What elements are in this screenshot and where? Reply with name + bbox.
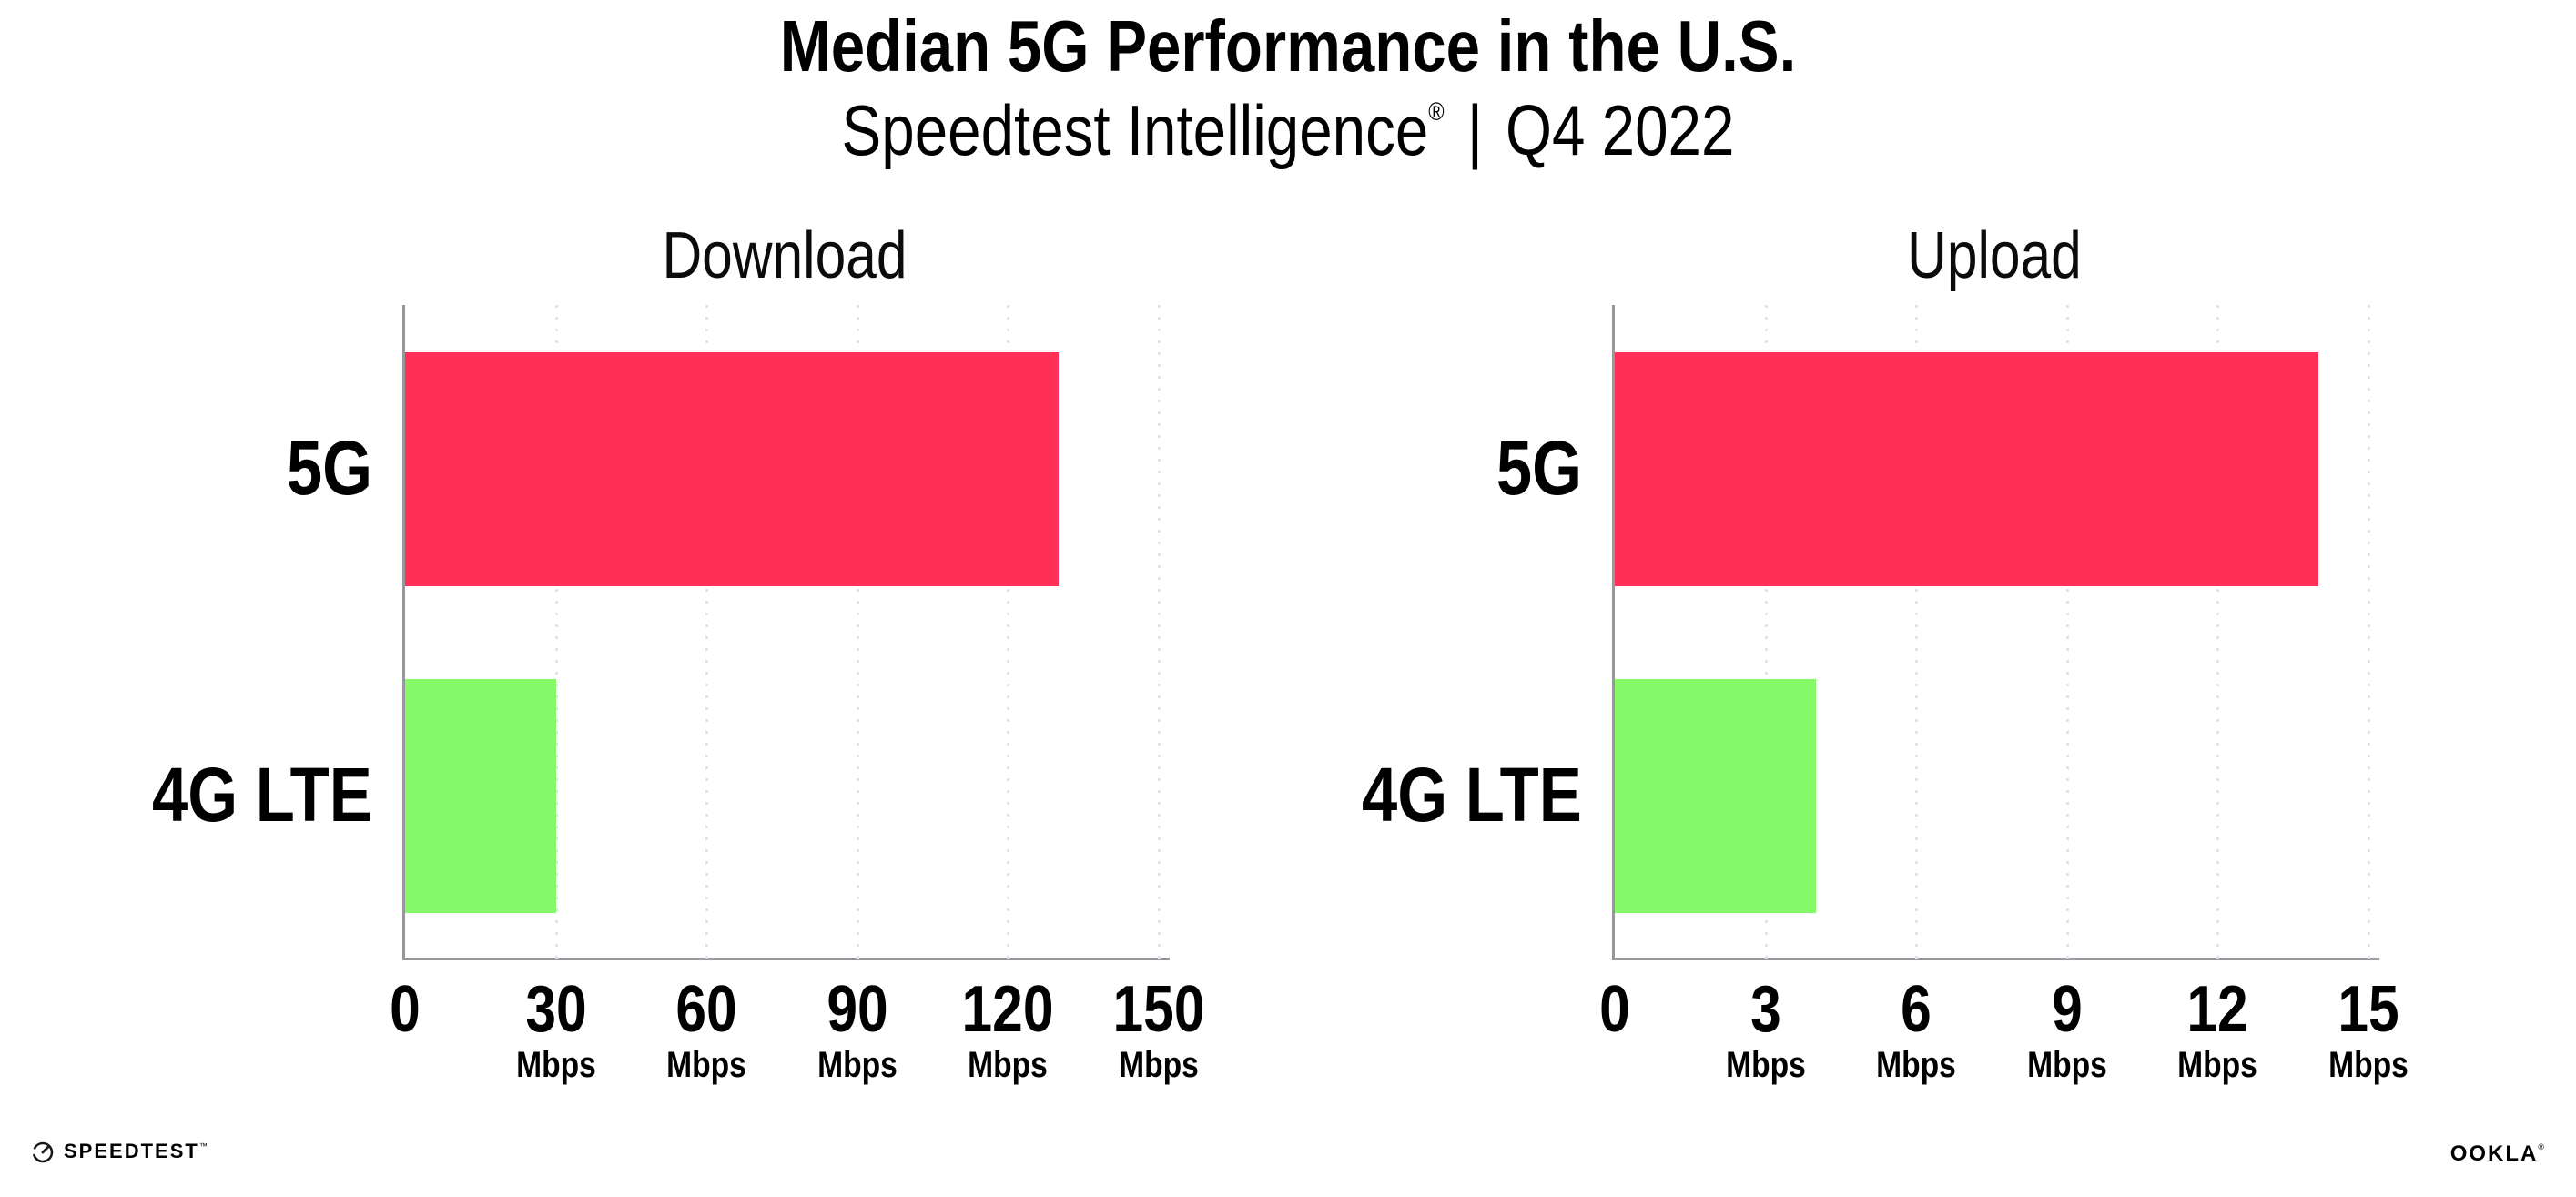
x-tick-label-0: 0 [1599, 973, 1630, 1046]
subtitle-separator: | [1466, 90, 1483, 170]
x-tick-label-6: 6 [1901, 973, 1932, 1046]
x-tick-label-30: 30 [524, 973, 587, 1046]
x-tick-label-120: 120 [961, 973, 1054, 1046]
x-tick-label-15: 15 [2338, 973, 2399, 1046]
gridline-60 [705, 305, 709, 967]
x-tick-unit-9: Mbps [2026, 1045, 2107, 1085]
ookla-logo: OOKLA® [2450, 1143, 2546, 1165]
x-tick-label-150: 150 [1112, 973, 1205, 1046]
gridline-3 [1764, 305, 1768, 967]
download-chart-title: Download [662, 219, 908, 292]
x-tick-unit-90: Mbps [816, 1045, 898, 1085]
category-label-5g: 5G [1496, 425, 1582, 511]
upload-chart-title: Upload [1907, 219, 2082, 292]
x-tick-unit-3: Mbps [1725, 1045, 1806, 1085]
bar-4g-lte [1615, 679, 1816, 913]
registered-symbol: ® [2538, 1142, 2546, 1151]
ookla-wordmark: OOKLA [2449, 1141, 2539, 1166]
page-title: Median 5G Performance in the U.S. [779, 5, 1797, 86]
registered-trademark-symbol: ® [1428, 97, 1445, 126]
x-tick-label-0: 0 [390, 973, 421, 1046]
x-tick-label-90: 90 [827, 973, 888, 1046]
bar-5g [405, 352, 1059, 586]
trademark-symbol: ™ [198, 1141, 209, 1151]
x-tick-unit-60: Mbps [666, 1045, 747, 1085]
upload-plot-area: 0 3 Mbps 6 Mbps 9 Mbps 12 Mbps 15 Mbps 5G 4G LTE [1362, 305, 2409, 1083]
gridline-9 [2065, 305, 2069, 967]
speedtest-gauge-icon [32, 1141, 54, 1163]
x-tick-unit-15: Mbps [2328, 1045, 2409, 1085]
gridline-90 [856, 305, 859, 967]
bar-5g [1615, 352, 2318, 586]
x-tick-label-60: 60 [675, 973, 737, 1046]
x-tick-label-3: 3 [1749, 973, 1781, 1046]
gridline-120 [1007, 305, 1010, 967]
gridline-150 [1158, 305, 1161, 967]
x-tick-unit-150: Mbps [1119, 1045, 1199, 1085]
gridline-12 [2216, 305, 2220, 967]
subtitle-brand: Speedtest Intelligence [841, 90, 1429, 170]
x-tick-label-12: 12 [2186, 973, 2249, 1046]
subtitle-period: Q4 2022 [1506, 90, 1735, 170]
speedtest-logo: SPEEDTEST™ [31, 1140, 209, 1163]
x-tick-unit-30: Mbps [515, 1045, 596, 1085]
category-label-4g-lte: 4G LTE [152, 752, 372, 837]
download-plot-area: 0 30 Mbps 60 Mbps 90 Mbps 120 Mbps 150 Mbps 5G 4G LT… [152, 305, 1204, 1083]
x-tick-label-9: 9 [2051, 973, 2083, 1046]
x-tick-unit-6: Mbps [1876, 1045, 1957, 1085]
category-label-5g: 5G [286, 425, 372, 511]
x-tick-unit-12: Mbps [2177, 1045, 2258, 1085]
gridline-15 [2368, 305, 2370, 967]
speedtest-wordmark: SPEEDTEST™ [64, 1140, 209, 1162]
gridline-6 [1915, 305, 1919, 967]
bar-4g-lte [405, 679, 556, 913]
page-subtitle: Speedtest Intelligence® | Q4 2022 [206, 95, 2369, 166]
gridline-30 [554, 305, 558, 967]
category-label-4g-lte: 4G LTE [1362, 752, 1582, 837]
x-tick-unit-120: Mbps [968, 1045, 1049, 1085]
